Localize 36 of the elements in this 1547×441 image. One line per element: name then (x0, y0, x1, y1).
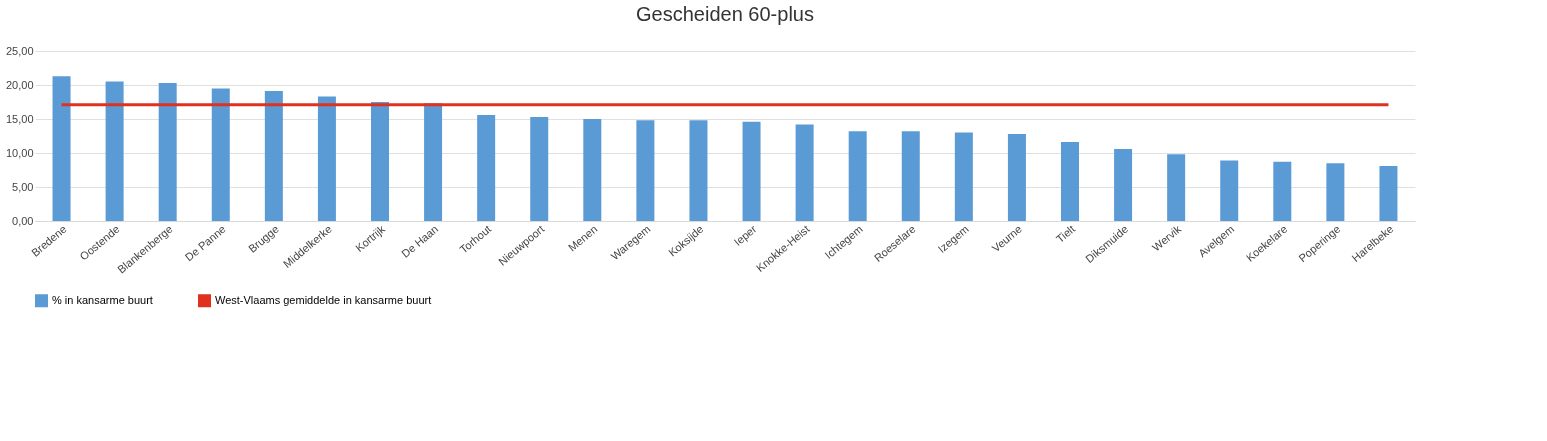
y-tick-label: 25,00 (5, 44, 34, 57)
bar (954, 132, 973, 221)
y-tick-label: 0,00 (12, 214, 34, 227)
bar (1114, 148, 1133, 221)
x-tick-label: Tielt (1053, 222, 1078, 246)
bar (371, 102, 389, 221)
bar (530, 116, 549, 221)
bar (1007, 133, 1026, 221)
y-tick-label: 15,00 (5, 112, 34, 125)
bar (742, 121, 761, 221)
bar (689, 120, 708, 221)
bar (211, 88, 230, 221)
bar (1379, 165, 1398, 221)
y-tick-label: 5,00 (12, 180, 34, 193)
bar (1220, 160, 1239, 221)
bar (52, 76, 71, 221)
legend-label: West-Vlaams gemiddelde in kansarme buurt (215, 293, 432, 306)
chart-title: Gescheiden 60-plus (636, 3, 814, 25)
bar (1326, 163, 1345, 221)
bar (477, 114, 496, 221)
legend-label: % in kansarme buurt (52, 293, 153, 306)
bar (1061, 142, 1079, 221)
y-tick-label: 20,00 (5, 78, 34, 91)
bar (636, 120, 655, 221)
bar (848, 131, 867, 221)
bar (901, 131, 920, 221)
bar (264, 91, 283, 221)
bar (424, 103, 443, 221)
bar (583, 119, 602, 221)
bar (795, 124, 814, 221)
bar (1273, 161, 1292, 221)
bar (1167, 154, 1186, 221)
y-tick-label: 10,00 (5, 146, 34, 159)
bar (317, 96, 336, 221)
bar (105, 81, 124, 221)
bar (158, 82, 177, 221)
